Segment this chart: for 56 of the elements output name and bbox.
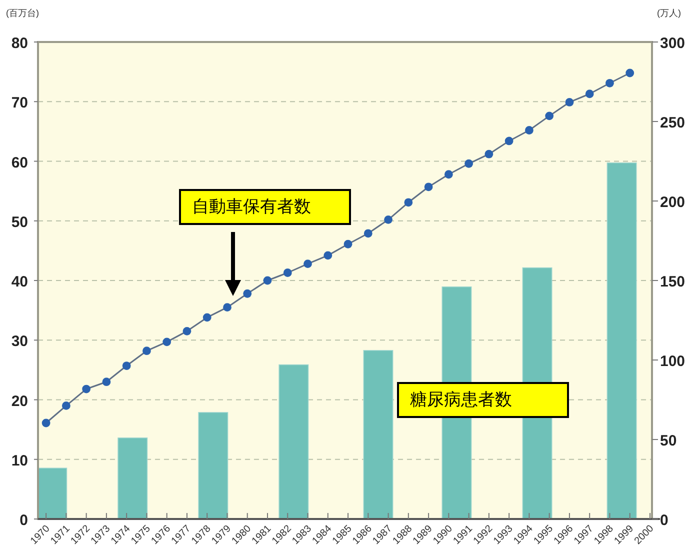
y-tick-label: 70 [11,94,28,112]
y2-axis-title: (万人) [657,8,681,18]
bar [118,438,148,520]
point [384,215,392,224]
point [223,303,232,312]
bar [606,162,637,520]
point [42,418,50,428]
point [162,338,172,346]
bar [363,350,394,520]
point [545,112,554,120]
point [424,182,433,192]
y2-tick-label: 150 [660,274,686,290]
point [364,229,372,238]
point [344,240,352,248]
annotation: 自動車保有者数 [192,197,311,216]
point [142,346,151,356]
point [565,98,574,106]
annotation: 糖尿病患者数 [410,390,512,409]
y2-tick-label: 300 [660,35,686,52]
y2-tick-label: 250 [660,114,686,132]
point [122,362,131,370]
point [82,384,91,394]
point [202,313,212,322]
point [606,78,614,88]
y2-tick-label: 100 [660,353,686,370]
point [304,260,312,268]
point [243,289,252,298]
point [263,276,272,285]
bar [198,412,228,520]
point [464,159,474,168]
point [283,268,292,277]
point [626,68,634,78]
y-axis-title: (百万台) [6,8,39,18]
bar [37,468,68,520]
point [444,170,453,179]
point [504,136,514,146]
y-tick-label: 50 [11,214,28,231]
point [62,402,70,410]
point [102,378,111,386]
y2-tick-label: 50 [660,432,677,450]
point [525,126,534,134]
y-tick-label: 60 [11,154,28,172]
point [324,251,332,260]
point [484,150,494,158]
point [182,326,192,336]
y2-tick-label: 0 [660,512,668,529]
bar [278,364,309,520]
point [404,198,413,207]
y-tick-label: 20 [11,392,28,410]
y-tick-label: 10 [11,452,28,470]
y-tick-label: 80 [11,35,28,52]
y-tick-label: 30 [11,333,28,350]
point [585,90,594,98]
y2-tick-label: 200 [660,194,686,211]
y-tick-label: 0 [20,512,28,529]
y-tick-label: 40 [11,274,28,290]
